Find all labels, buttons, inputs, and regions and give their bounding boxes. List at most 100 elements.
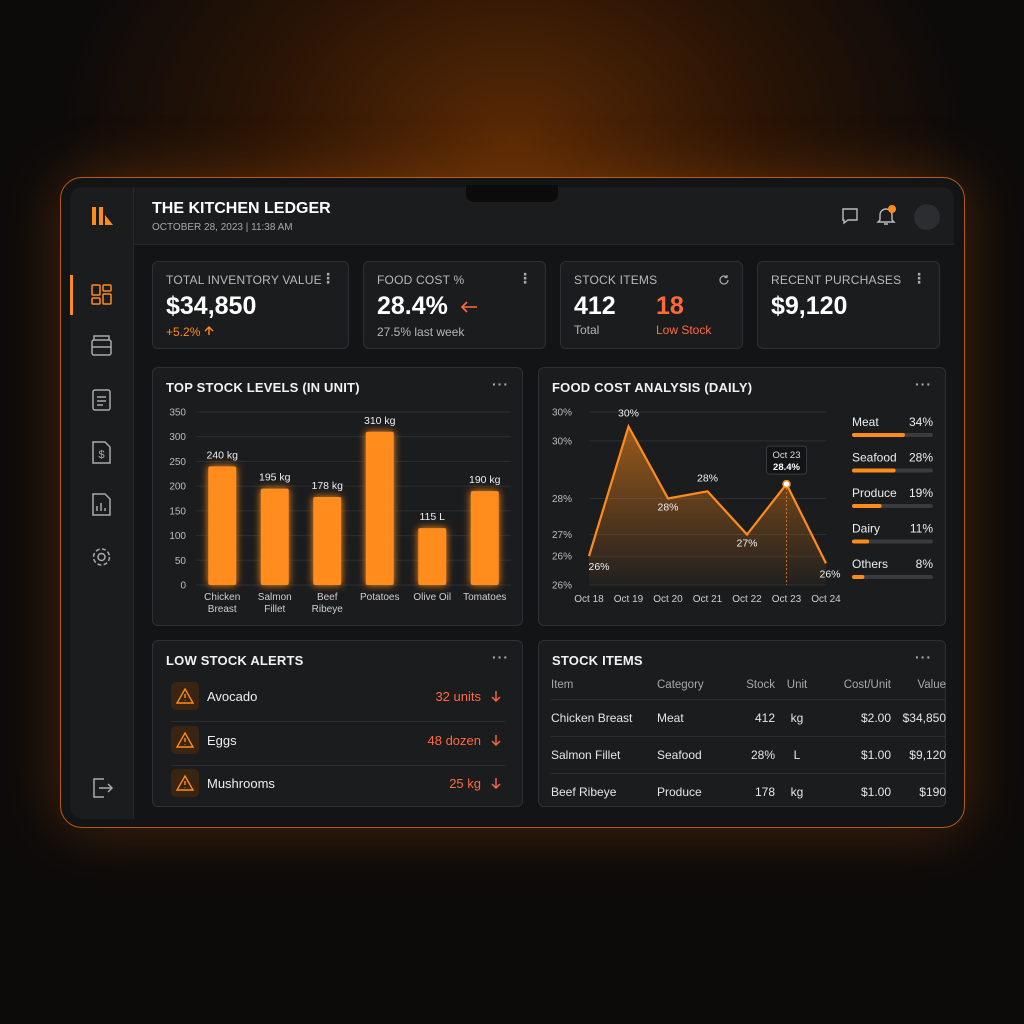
breakdown-value: 19% <box>909 486 933 500</box>
sidebar: $ <box>70 187 134 819</box>
x-tick-label: Salmon Fillet <box>257 592 292 615</box>
y-tick-label: 26% <box>552 552 572 563</box>
kpi-card: TOTAL INVENTORY VALUE ⋮ $34,850 +5.2% <box>152 261 349 349</box>
table-cell: 178 <box>754 784 775 799</box>
icon-triangle <box>175 687 195 704</box>
logo <box>92 207 113 225</box>
nav-settings[interactable] <box>92 548 111 566</box>
panel-title: TOP STOCK LEVELS (IN UNIT) <box>166 380 360 395</box>
data-label: 310 kg <box>364 415 396 427</box>
table-cell: $34,850 <box>891 699 946 737</box>
stock-table: Item Category Stock Unit Cost/Unit Value Chick… <box>551 671 946 810</box>
data-label: 28% <box>697 472 718 484</box>
item-qty: 48 dozen <box>427 732 482 748</box>
breakdown-value: 11% <box>910 522 933 536</box>
kpi-label: FOOD COST % <box>377 273 465 287</box>
data-label: 115 L <box>420 511 446 523</box>
menu-button[interactable]: ⋮ <box>321 270 336 286</box>
stock-levels-panel: TOP STOCK LEVELS (IN UNIT) ··· 0 50 100 150… <box>152 367 523 626</box>
table-cell: 28% <box>723 736 775 774</box>
data-label: 178 kg <box>311 480 343 492</box>
menu-button[interactable]: ··· <box>915 649 932 665</box>
bar <box>365 431 394 585</box>
nav-dashboard[interactable] <box>91 284 112 305</box>
table-cell: $190 <box>919 784 946 799</box>
messages-button[interactable] <box>842 208 858 225</box>
x-tick-label: Oct 24 <box>811 594 841 605</box>
nav-reports[interactable] <box>92 493 111 516</box>
kpi-value: 28.4% <box>377 292 448 320</box>
x-tick-label: Oct 19 <box>614 594 644 605</box>
x-tick-label: Oct 23 <box>772 594 802 605</box>
refresh-button[interactable] <box>718 274 730 286</box>
sidebar-icons: $ <box>70 207 114 798</box>
breakdown-label: Produce <box>852 486 897 500</box>
item-name: Eggs <box>207 732 237 748</box>
nav-finance[interactable]: $ <box>92 441 111 464</box>
warning-icon <box>171 725 199 754</box>
point <box>782 479 791 489</box>
alert-row: Mushrooms 25 kg <box>171 766 505 809</box>
table-cell: kg <box>775 699 819 737</box>
column-header: Stock <box>723 671 775 700</box>
breakdown-value: 34% <box>909 415 933 429</box>
progress-bar <box>852 468 896 473</box>
notification-dot <box>888 205 896 213</box>
app-title: THE KITCHEN LEDGER <box>152 200 331 217</box>
svg-text:$: $ <box>98 449 104 461</box>
panel-title: STOCK ITEMS <box>552 653 643 668</box>
nav-logout[interactable] <box>93 778 114 798</box>
progress-track <box>852 539 933 544</box>
active-indicator <box>70 275 73 315</box>
down-arrow <box>491 778 501 789</box>
data-label: 240 kg <box>206 449 238 461</box>
data-label: 26% <box>588 561 609 573</box>
table-cell: Chicken Breast <box>551 699 657 737</box>
column-header: Unit <box>775 671 819 700</box>
menu-button[interactable]: ⋮ <box>518 270 533 286</box>
stock-items-panel: STOCK ITEMS ··· Item Category Stock Unit Cos… <box>538 640 946 807</box>
menu-button[interactable]: ··· <box>492 376 509 392</box>
menu-button[interactable]: ··· <box>915 376 932 392</box>
tooltip-date: Oct 23 <box>773 450 801 461</box>
warning-icon <box>171 769 199 797</box>
down-arrow <box>491 691 501 702</box>
x-tick-label: Oct 21 <box>693 594 723 605</box>
tooltip <box>766 445 807 475</box>
bar <box>260 488 289 585</box>
breakdown-label: Dairy <box>852 522 880 536</box>
icon-triangle <box>175 731 195 748</box>
kpi-total: 412 <box>574 292 616 320</box>
nav-orders[interactable] <box>92 389 111 411</box>
y-tick-label: 28% <box>552 494 572 505</box>
item-qty: 25 kg <box>449 776 481 791</box>
kpi-change-text: +5.2% <box>166 325 201 339</box>
nav-inventory[interactable] <box>91 335 112 356</box>
x-tick-label: Oct 22 <box>732 594 762 605</box>
table-cell: $9,120 <box>891 736 946 774</box>
kpi-low-label: Low Stock <box>656 323 712 337</box>
progress-bar <box>852 504 882 508</box>
menu-button[interactable]: ··· <box>492 649 509 665</box>
arrow <box>491 691 501 702</box>
kpi-label: TOTAL INVENTORY VALUE <box>166 273 322 287</box>
kpi-label: STOCK ITEMS <box>574 273 658 287</box>
warning-icon <box>171 682 199 710</box>
column-header: Value <box>891 671 946 700</box>
table-cell: Meat <box>657 699 723 737</box>
bar <box>418 528 447 585</box>
data-label: 190 kg <box>469 474 501 486</box>
table-row: Chicken Breast Meat 412 kg $2.00 $34,850 <box>551 699 946 737</box>
y-tick-label: 300 <box>169 432 186 443</box>
table-cell: kg <box>790 784 804 799</box>
y-tick-label: 200 <box>169 482 186 493</box>
arrow <box>491 734 501 746</box>
menu-button[interactable]: ⋮ <box>912 270 927 286</box>
kpi-value: $34,850 <box>166 292 257 320</box>
table-cell: Salmon Fillet <box>551 736 657 774</box>
avatar[interactable] <box>914 204 940 230</box>
column-header: Item <box>551 671 657 700</box>
panel-title: FOOD COST ANALYSIS (DAILY) <box>552 380 753 395</box>
kpi-card: RECENT PURCHASES ⋮ $9,120 <box>757 261 940 349</box>
